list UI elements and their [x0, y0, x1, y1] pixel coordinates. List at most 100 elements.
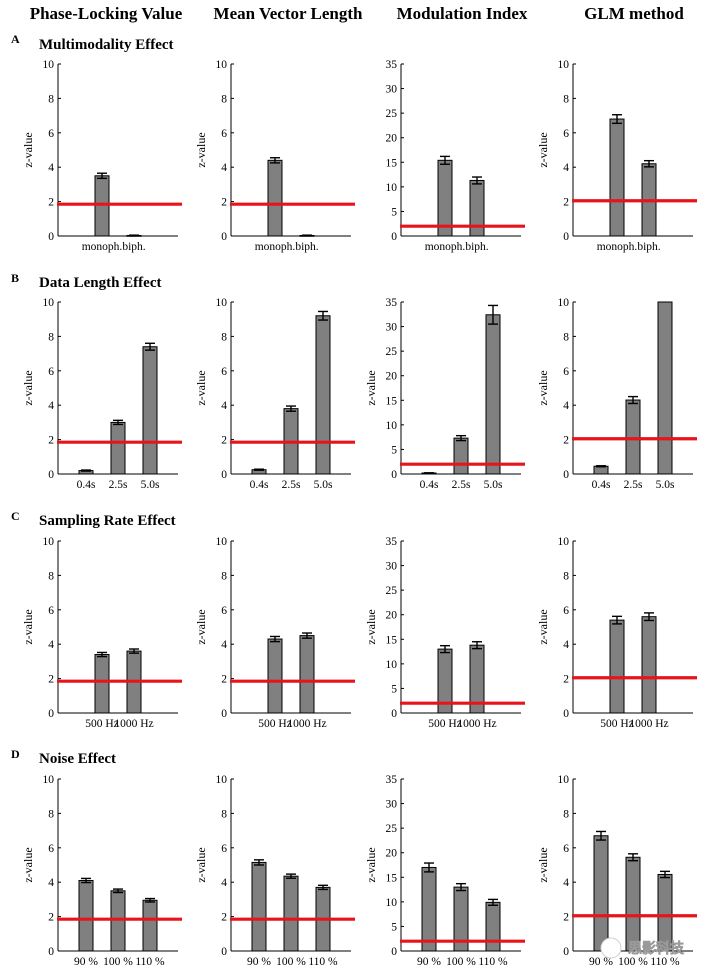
panel-c-mi-ytick-label: 25	[386, 585, 398, 597]
panel-a-plv-ytick-label: 4	[48, 162, 54, 174]
panel-c-plv-ytick-label: 8	[48, 570, 54, 582]
panel-b-mvl-xtick-label: 5.0s	[314, 479, 333, 491]
panel-d-mvl-ytick-label: 8	[221, 808, 227, 820]
panel-d-glm-bar	[593, 835, 609, 952]
panel-c-mvl-xtick-label: 500 Hz	[258, 718, 292, 730]
panel-b-glm-ylabel: z-value	[536, 370, 550, 405]
panel-b-plv-bar	[142, 346, 158, 475]
panel-c-glm-xtick-label: 1000 Hz	[629, 718, 668, 730]
row-letter-c: C	[11, 509, 20, 523]
panel-d-plv-ytick-label: 0	[48, 946, 54, 958]
panel-a-mi-xtick-label: biph.	[465, 241, 488, 253]
panel-b-mi-ytick-label: 5	[391, 444, 397, 456]
panel-b-glm-ytick-label: 10	[558, 297, 570, 309]
panel-b-glm-ytick-label: 6	[563, 366, 569, 378]
panel-c-glm-ytick-label: 4	[563, 639, 569, 651]
panel-d-mvl-xtick-label: 110 %	[308, 956, 338, 968]
panel-b-mvl-bar	[315, 315, 331, 475]
panel-c-glm-bar	[641, 616, 657, 714]
panel-d-plv-xtick-label: 90 %	[74, 956, 98, 968]
panel-b-mi-xtick-label: 2.5s	[452, 479, 471, 491]
panel-a-plv-ytick-label: 10	[43, 59, 55, 71]
panel-d-mi-ytick-label: 0	[391, 946, 397, 958]
panel-a-glm: 0 2 4 6 8 10 z-value monoph. biph.	[536, 59, 697, 253]
panel-b-glm-bar	[625, 399, 641, 475]
panel-d-mi-bar	[421, 866, 437, 952]
panel-a-plv-ytick-label: 8	[48, 93, 54, 105]
panel-d-glm-ytick-label: 10	[558, 774, 570, 786]
panel-d-mi-ylabel: z-value	[364, 847, 378, 882]
panel-b-glm-ytick-label: 8	[563, 331, 569, 343]
panel-a-mvl-ytick-label: 2	[221, 197, 227, 209]
panel-c-mi-ylabel: z-value	[364, 609, 378, 644]
panel-b-mi-ytick-label: 15	[386, 395, 398, 407]
panel-a-mvl-bar	[267, 159, 283, 237]
panel-c-plv-ylabel: z-value	[21, 609, 35, 644]
panel-d-glm-xtick-label: 110 %	[650, 956, 680, 968]
panel-d-glm-ytick-label: 4	[563, 877, 569, 889]
panel-d-mvl-ytick-label: 0	[221, 946, 227, 958]
panel-d-mvl-xtick-label: 90 %	[247, 956, 271, 968]
panel-d-mi-xtick-label: 100 %	[446, 956, 476, 968]
panel-b-glm-xtick-label: 2.5s	[624, 479, 643, 491]
panel-b-plv-ytick-label: 8	[48, 331, 54, 343]
panel-c-mi-ytick-label: 35	[386, 536, 398, 548]
panel-b-plv-ytick-label: 2	[48, 435, 54, 447]
panel-c-plv-ytick-label: 6	[48, 605, 54, 617]
panel-d-mi-xtick-label: 90 %	[417, 956, 441, 968]
panel-c-glm-ytick-label: 10	[558, 536, 570, 548]
panel-d-plv-ytick-label: 8	[48, 808, 54, 820]
panel-d-plv-bar	[142, 899, 158, 952]
panel-d-glm-ytick-label: 2	[563, 912, 569, 924]
watermark: 思影科技	[600, 937, 685, 959]
panel-a-mi-ytick-label: 25	[386, 108, 398, 120]
panel-c-glm-ytick-label: 0	[563, 708, 569, 720]
panel-c-mvl-ytick-label: 8	[221, 570, 227, 582]
panel-b-mvl-ytick-label: 8	[221, 331, 227, 343]
panel-a-plv: 0 2 4 6 8 10 z-value monoph. biph.	[21, 59, 182, 253]
panel-c-mvl-xtick-label: 1000 Hz	[287, 718, 326, 730]
panel-c-plv-ytick-label: 0	[48, 708, 54, 720]
panel-d-mi-ytick-label: 20	[386, 848, 398, 860]
panel-c-mvl-bar	[267, 638, 283, 714]
panel-d-mi: 0 5 10 15 20 25 30 35 z-value 90 % 100 % 110 %	[364, 774, 525, 968]
panel-b-mi-ytick-label: 30	[386, 322, 398, 334]
panel-a-mvl-ytick-label: 10	[216, 59, 228, 71]
panel-a-mi-ytick-label: 0	[391, 231, 397, 243]
panel-a-glm-ytick-label: 0	[563, 231, 569, 243]
panel-a-mvl-ytick-label: 8	[221, 93, 227, 105]
panel-a-glm-bar	[609, 118, 625, 237]
panel-b-plv-xtick-label: 5.0s	[141, 479, 160, 491]
panel-d-mvl-ylabel: z-value	[194, 847, 208, 882]
row-title-d: Noise Effect	[39, 751, 116, 767]
panel-b-glm-bar	[657, 301, 673, 475]
panel-b-mvl-xtick-label: 0.4s	[250, 479, 269, 491]
panel-b-mi-ytick-label: 35	[386, 297, 398, 309]
panel-d-glm-ylabel: z-value	[536, 847, 550, 882]
panel-b-mi-ytick-label: 0	[391, 469, 397, 481]
panel-b-mi: 0 5 10 15 20 25 30 35 z-value 0.4s 2.5s 5.0s	[364, 297, 525, 491]
panel-d-mvl-bar	[251, 861, 267, 952]
row-title-c: Sampling Rate Effect	[39, 513, 176, 529]
panel-a-mvl-ytick-label: 6	[221, 128, 227, 140]
panel-b-glm-ytick-label: 2	[563, 435, 569, 447]
panel-c-glm-ytick-label: 2	[563, 674, 569, 686]
panel-d-glm-bar	[625, 856, 641, 952]
panel-c-plv-ytick-label: 10	[43, 536, 55, 548]
panel-c-mvl-ytick-label: 6	[221, 605, 227, 617]
panel-d-mi-ytick-label: 5	[391, 921, 397, 933]
panel-b-mi-xtick-label: 5.0s	[484, 479, 503, 491]
panel-c-mi-xtick-label: 1000 Hz	[457, 718, 496, 730]
panel-b-mvl-ytick-label: 4	[221, 400, 227, 412]
panel-c-mvl-ylabel: z-value	[194, 609, 208, 644]
panel-b-mi-ytick-label: 25	[386, 346, 398, 358]
panel-b-mi-ylabel: z-value	[364, 370, 378, 405]
panel-b-plv-ytick-label: 0	[48, 469, 54, 481]
panel-c-plv-xtick-label: 500 Hz	[85, 718, 119, 730]
panel-d-glm-ytick-label: 8	[563, 808, 569, 820]
panel-b-mvl-ytick-label: 0	[221, 469, 227, 481]
panel-b-mi-ytick-label: 20	[386, 371, 398, 383]
